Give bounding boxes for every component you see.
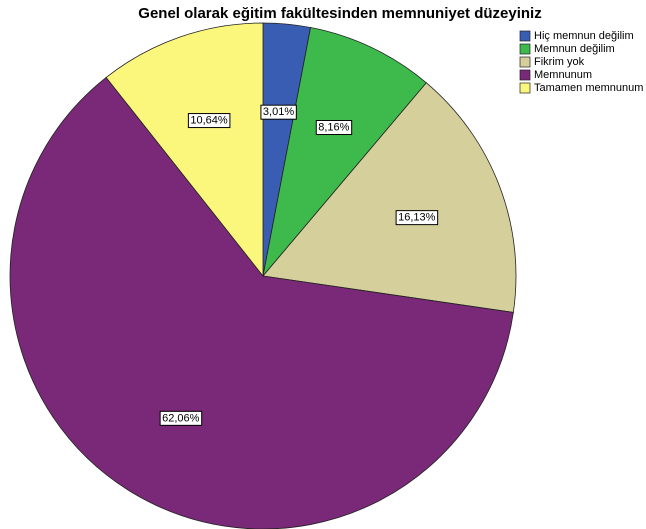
pie-slice [105, 22, 264, 278]
data-label: 62,06% [162, 412, 200, 424]
pie-slice [262, 82, 517, 313]
legend-label: Memnunum [534, 69, 592, 81]
legend-swatch [519, 43, 531, 55]
data-label-box [187, 113, 231, 129]
legend-label: Memnun değilim [534, 43, 615, 55]
pie-slice [9, 76, 514, 529]
legend-swatch [519, 82, 531, 94]
legend-label: Fikrim yok [534, 56, 585, 68]
data-label-box [395, 210, 439, 226]
legend-swatch [519, 56, 531, 68]
data-label: 16,13% [398, 212, 436, 224]
legend-label: Tamamen memnunum [534, 82, 643, 94]
data-label-box [260, 104, 297, 120]
data-label-box [159, 410, 203, 426]
data-label: 8,16% [318, 122, 349, 134]
legend-swatch [519, 30, 531, 42]
data-label: 10,64% [190, 115, 228, 127]
data-label-box [315, 120, 353, 136]
data-label: 3,01% [263, 106, 294, 118]
chart-title: Genel olarak eğitim fakültesinden memnun… [138, 5, 541, 22]
legend-swatch [519, 69, 531, 81]
pie-slice [262, 27, 427, 278]
legend-label: Hiç memnun değilim [534, 30, 634, 42]
